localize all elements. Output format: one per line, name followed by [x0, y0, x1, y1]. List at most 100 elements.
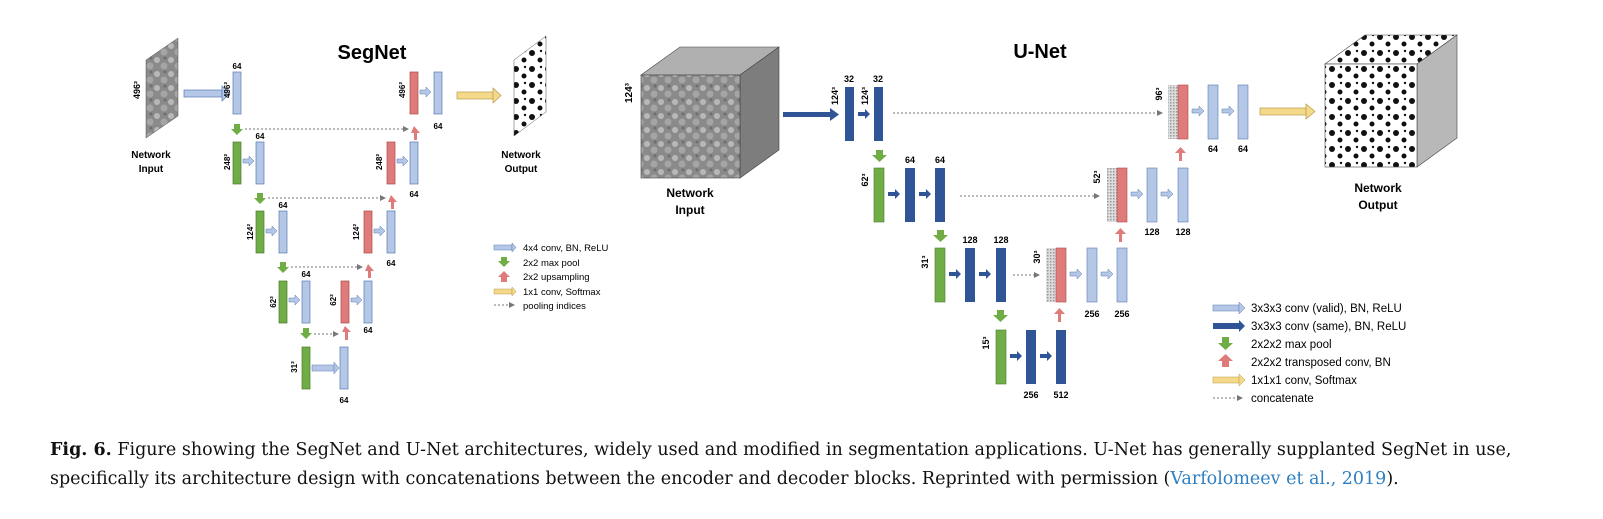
segnet-enc4-ch: 64 — [302, 270, 311, 279]
segnet-up-arrow-1 — [411, 126, 420, 140]
segnet-legend-upsample: 2x2 upsampling — [523, 272, 590, 283]
unet-legend-conv-valid: 3x3x3 conv (valid), BN, ReLU — [1251, 303, 1402, 315]
segnet-enc3-ch: 64 — [279, 201, 288, 210]
unet-enc2-dim: 62³ — [860, 173, 870, 186]
segnet-conv-arrow — [183, 85, 231, 102]
unet-enc1-dim: 124³ — [830, 87, 840, 105]
unet-dec1-ch-a: 64 — [1208, 144, 1218, 154]
segnet-dec4-dim: 62² — [329, 294, 338, 306]
segnet-pool-arrow-3 — [277, 262, 289, 273]
unet-up-arrow-3 — [1054, 308, 1065, 322]
unet-up-arrow-1 — [1175, 147, 1186, 161]
segnet-enc4-dim: 62² — [269, 296, 278, 308]
unet-dec3-block-b — [1116, 247, 1128, 303]
unet-dec1-up-block — [1177, 84, 1189, 140]
unet-bottleneck-ch-b: 512 — [1053, 390, 1068, 400]
unet-legend-transposed: 2x2x2 transposed conv, BN — [1251, 357, 1391, 369]
segnet-bottleneck-block — [339, 346, 349, 390]
segnet-dec4-up-block — [340, 280, 350, 324]
unet-dec2-ch-b: 128 — [1175, 227, 1190, 237]
unet-dec2-dim: 52³ — [1092, 170, 1102, 183]
unet-dec3-ch-b: 256 — [1114, 309, 1129, 319]
unet-bottleneck-block-b — [1056, 330, 1066, 384]
segnet-dec1-block — [433, 71, 443, 115]
caption-citation-link[interactable]: Varfolomeev et al., 2019 — [1170, 469, 1387, 489]
segnet-output-image — [513, 35, 547, 137]
segnet-enc1-dim: 496² — [223, 82, 232, 98]
segnet-enc1-ch: 64 — [233, 62, 242, 71]
unet-dec2-up-block — [1116, 167, 1128, 223]
segnet-enc3-block — [278, 210, 288, 254]
unet-bottleneck-block-a — [1026, 330, 1036, 384]
segnet-output-label-1: Network — [501, 150, 541, 161]
segnet-enc4-block — [301, 280, 311, 324]
segnet-up-arrow-4 — [342, 326, 351, 340]
unet-enc2-ch-b: 64 — [935, 155, 945, 165]
unet-dec1-dim: 96³ — [1154, 87, 1164, 100]
unet-input-cube — [640, 46, 780, 179]
unet-dec1-ch-b: 64 — [1238, 144, 1248, 154]
unet-enc3-ch-b: 128 — [993, 235, 1008, 245]
unet-legend-softmax: 1x1x1 conv, Softmax — [1251, 375, 1357, 387]
segnet-legend-indices: pooling indices — [523, 301, 586, 312]
unet-pool-arrow-2 — [933, 230, 948, 242]
unet-title: U-Net — [1013, 41, 1067, 63]
unet-enc3-ch-a: 128 — [962, 235, 977, 245]
segnet-input-dim: 496² — [132, 81, 142, 99]
segnet-title: SegNet — [338, 42, 407, 64]
unet-bottleneck-dim: 15³ — [981, 336, 991, 349]
caption-text: Figure showing the SegNet and U-Net arch… — [50, 440, 1512, 489]
segnet-dec1-dim: 496² — [398, 82, 407, 98]
unet-enc2-ch-a: 64 — [905, 155, 915, 165]
unet-dec1-block-b — [1237, 84, 1249, 140]
unet-enc1-block-a — [845, 87, 854, 141]
unet-softmax-arrow — [1259, 103, 1316, 120]
unet-enc1-dim-b: 124³ — [860, 87, 870, 105]
figure-caption: Fig. 6. Figure showing the SegNet and U-… — [50, 436, 1560, 494]
segnet-dec4-ch: 64 — [364, 326, 373, 335]
unet-legend: 3x3x3 conv (valid), BN, ReLU 3x3x3 conv … — [1212, 301, 1406, 405]
segnet-up-arrow-3 — [365, 264, 374, 278]
unet-dec3-block-a — [1086, 247, 1098, 303]
unet-enc2-block-a — [905, 168, 915, 222]
architecture-figure: SegNet 496² Network Input 496² 64 248² 6… — [131, 34, 1458, 405]
segnet-enc3-dim: 124² — [246, 224, 255, 240]
unet-input-label-2: Input — [675, 203, 704, 217]
segnet-panel: SegNet 496² Network Input 496² 64 248² 6… — [131, 35, 609, 405]
segnet-dec2-ch: 64 — [410, 190, 419, 199]
segnet-dec4-block — [363, 280, 373, 324]
unet-pool-arrow-1 — [872, 150, 887, 162]
segnet-enc2-dim: 248² — [223, 154, 232, 170]
segnet-enc2-ch: 64 — [256, 132, 265, 141]
unet-input-dim: 124³ — [624, 82, 635, 103]
segnet-softmax-arrow — [456, 87, 502, 104]
segnet-dec2-dim: 248² — [375, 154, 384, 170]
unet-enc1-block-b — [874, 87, 883, 141]
unet-dec3-dim: 30³ — [1032, 250, 1042, 263]
unet-legend-conv-same: 3x3x3 conv (same), BN, ReLU — [1251, 321, 1406, 333]
unet-output-label-1: Network — [1354, 181, 1402, 195]
unet-output-cube — [1324, 34, 1458, 168]
segnet-legend-conv: 4x4 conv, BN, ReLU — [523, 243, 609, 254]
unet-pool-arrow-3 — [993, 310, 1008, 322]
unet-dec2-ch-a: 128 — [1144, 227, 1159, 237]
unet-enc1-ch-a: 32 — [844, 74, 854, 84]
caption-end: ). — [1386, 469, 1399, 489]
caption-label: Fig. 6. — [50, 440, 112, 460]
segnet-pooling-indices — [245, 126, 409, 337]
segnet-legend: 4x4 conv, BN, ReLU 2x2 max pool 2x2 upsa… — [493, 242, 609, 312]
unet-input-arrow — [783, 108, 839, 121]
unet-enc1-ch-b: 32 — [873, 74, 883, 84]
unet-legend-pool: 2x2x2 max pool — [1251, 339, 1332, 351]
unet-dec3-up-block — [1055, 247, 1067, 303]
segnet-pool-arrow-1 — [231, 124, 243, 135]
segnet-pool-arrow-4 — [300, 328, 312, 339]
unet-dec2-block-b — [1177, 167, 1189, 223]
unet-input-label-1: Network — [666, 186, 714, 200]
unet-enc2-block-b — [935, 168, 945, 222]
segnet-dec3-ch: 64 — [387, 259, 396, 268]
unet-legend-concat: concatenate — [1251, 393, 1314, 405]
unet-dec1-block-a — [1207, 84, 1219, 140]
unet-concat-lines — [893, 110, 1163, 278]
segnet-dec1-ch: 64 — [434, 122, 443, 131]
